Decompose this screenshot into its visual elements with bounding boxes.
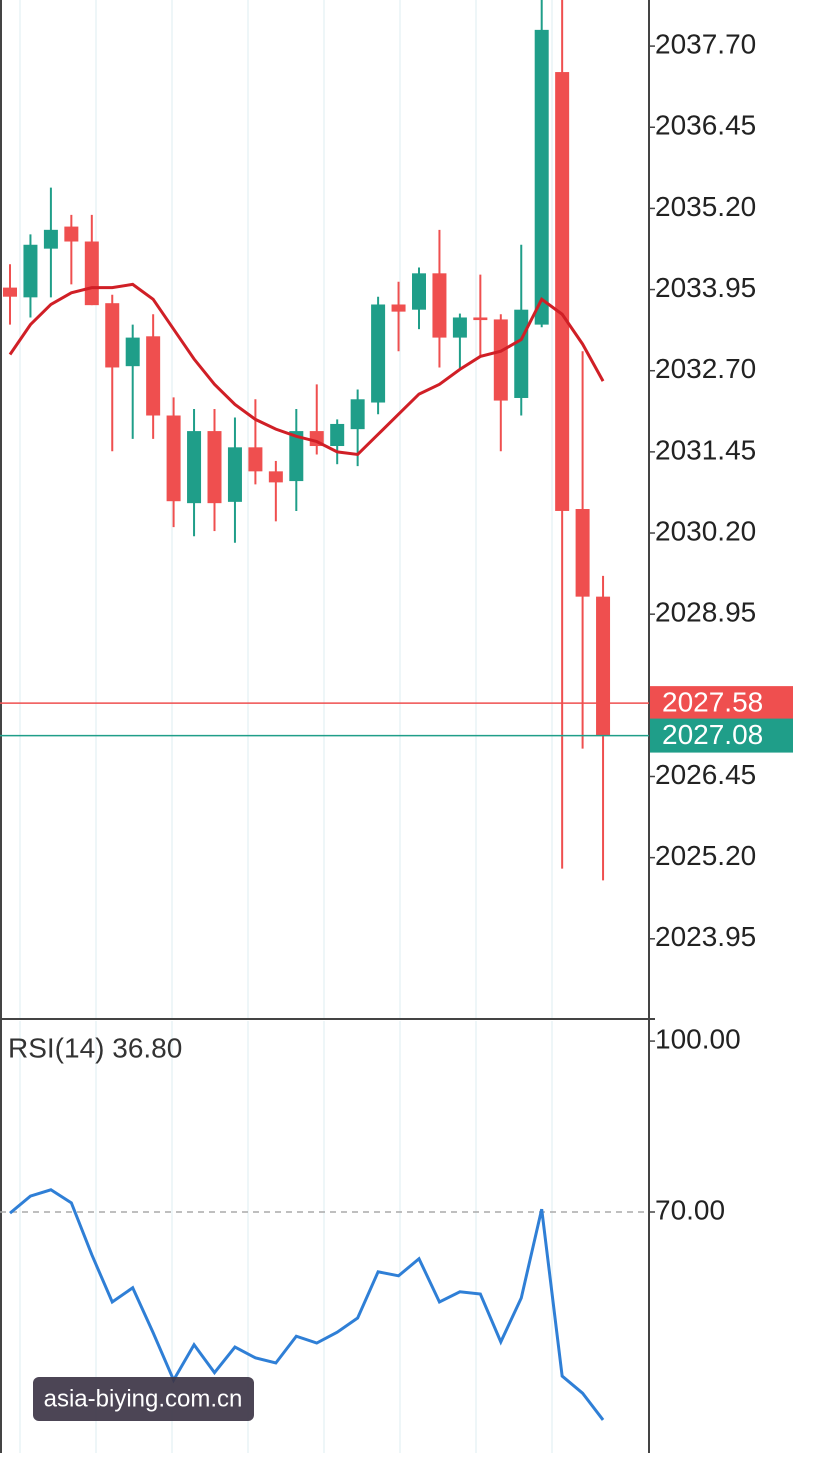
y-tick-label: 2031.45 bbox=[655, 434, 756, 465]
y-tick-label: 2025.20 bbox=[655, 840, 756, 871]
plot: 2037.70 2036.45 2035.20 2033.95 2032.70 2031.… bbox=[0, 0, 793, 1453]
candle-body bbox=[146, 336, 161, 416]
y-tick-label: 2035.20 bbox=[655, 191, 756, 222]
y-tick-label: 2032.70 bbox=[655, 353, 756, 384]
candle-body bbox=[493, 319, 508, 401]
price-label: 2027.08 bbox=[662, 719, 763, 750]
rsi-line bbox=[9, 1188, 605, 1421]
y-tick-label: 2037.70 bbox=[655, 28, 756, 59]
candle-body bbox=[330, 423, 345, 447]
candle-body bbox=[64, 226, 79, 242]
candle-body bbox=[125, 337, 140, 367]
watermark-box bbox=[33, 1377, 254, 1421]
candle-body bbox=[268, 471, 283, 483]
candle-body bbox=[391, 304, 406, 312]
candle-body bbox=[575, 509, 590, 597]
candle-body bbox=[227, 447, 242, 502]
rsi-title: RSI(14) 36.80 bbox=[8, 1032, 182, 1063]
candle-body bbox=[3, 287, 17, 297]
price-label: 2027.58 bbox=[662, 687, 763, 718]
y-tick-label: 70.00 bbox=[655, 1194, 725, 1225]
watermark: asia-biying.com.cn bbox=[44, 1385, 243, 1412]
candle-body bbox=[207, 431, 222, 504]
price-label-box bbox=[650, 686, 793, 721]
candle-body bbox=[84, 241, 99, 306]
candle-body bbox=[432, 273, 447, 338]
y-tick-label: 100.00 bbox=[655, 1023, 741, 1054]
candle-body bbox=[473, 317, 488, 321]
candle-body bbox=[105, 303, 120, 368]
y-tick-label: 2028.95 bbox=[655, 597, 756, 628]
candle-body bbox=[371, 304, 386, 403]
candle-body bbox=[43, 229, 58, 249]
candle-body bbox=[248, 447, 263, 472]
candle-body bbox=[412, 273, 426, 310]
price-label-box bbox=[650, 718, 793, 753]
y-tick-label: 2023.95 bbox=[655, 921, 756, 952]
candle-body bbox=[350, 399, 365, 430]
candle-body bbox=[514, 309, 529, 398]
candle-body bbox=[596, 596, 611, 736]
candle-body bbox=[289, 431, 304, 482]
moving-average-line bbox=[8, 282, 605, 457]
y-tick-label: 2030.20 bbox=[655, 515, 756, 546]
candle-body bbox=[452, 317, 467, 338]
candle-body bbox=[534, 29, 549, 325]
y-tick-label: 2036.45 bbox=[655, 110, 756, 141]
y-tick-label: 2033.95 bbox=[655, 272, 756, 303]
candle-body bbox=[166, 415, 181, 502]
y-tick-label: 2026.45 bbox=[655, 759, 756, 790]
candle-body bbox=[555, 72, 570, 511]
candle-body bbox=[23, 244, 38, 298]
candle-body bbox=[187, 431, 202, 504]
